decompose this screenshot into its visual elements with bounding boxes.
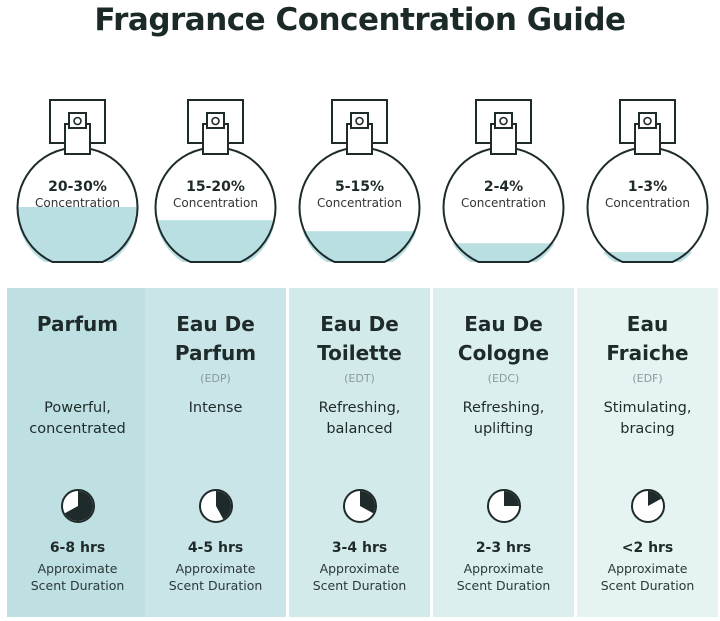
scent-duration: 6-8 hrs [49, 540, 106, 556]
scent-duration: 2-3 hrs [475, 540, 532, 556]
concentration-label: Concentration [605, 196, 690, 210]
fragrance-abbreviation: (EDP) [200, 372, 231, 385]
clock-duration-wedge [504, 491, 519, 506]
bottle-liquid [155, 220, 276, 262]
concentration-percent: 2-4% [484, 179, 523, 195]
perfume-bottle-icon: 2-4% Concentration [442, 99, 565, 263]
fragrance-abbreviation: (EDT) [344, 372, 375, 385]
perfume-bottle-icon: 15-20% Concentration [154, 99, 277, 263]
duration-caption: Approximate Scent Duration [456, 561, 551, 593]
clock-icon [61, 489, 95, 523]
info-panel: Eau De Parfum (EDP) Intense 4-5 hrs Appro… [145, 288, 286, 617]
fragrance-column: 1-3% Concentration Eau Fraiche (EDF) Stim… [577, 90, 718, 617]
fragrance-name: Eau Fraiche [606, 312, 689, 365]
fragrance-abbreviation: (EDC) [487, 372, 520, 385]
info-panel: Eau Fraiche (EDF) Stimulating, bracing <2 … [577, 288, 718, 617]
scent-duration: 3-4 hrs [331, 540, 388, 556]
concentration-percent: 15-20% [186, 179, 245, 195]
duration-caption: Approximate Scent Duration [30, 561, 125, 593]
fragrance-abbreviation: (EDF) [632, 372, 663, 385]
fragrance-name: Eau De Parfum [174, 312, 257, 365]
fragrance-description: Stimulating, bracing [603, 400, 692, 437]
clock-duration-wedge [216, 491, 231, 520]
perfume-bottle-icon: 5-15% Concentration [298, 99, 421, 263]
fragrance-column: 15-20% Concentration Eau De Parfum (EDP) … [145, 90, 286, 617]
bottle-liquid [17, 207, 138, 262]
duration-caption: Approximate Scent Duration [600, 561, 695, 593]
concentration-percent: 5-15% [335, 179, 384, 195]
scent-duration: 4-5 hrs [187, 540, 244, 556]
clock-duration-wedge [648, 491, 662, 506]
duration-caption: Approximate Scent Duration [312, 561, 407, 593]
info-panel: Parfum Powerful, concentrated 6-8 hrs App… [7, 288, 148, 617]
fragrance-name: Parfum [36, 312, 119, 336]
page-title: Fragrance Concentration Guide [94, 2, 626, 38]
concentration-percent: 1-3% [628, 179, 667, 195]
concentration-label: Concentration [461, 196, 546, 210]
clock-duration-wedge [64, 491, 93, 521]
info-panel: Eau De Cologne (EDC) Refreshing, uplifting… [433, 288, 574, 617]
clock-icon [487, 489, 521, 523]
fragrance-name: Eau De Toilette [317, 312, 402, 365]
clock-icon [199, 489, 233, 523]
fragrance-description: Refreshing, uplifting [462, 400, 545, 437]
info-panel: Eau De Toilette (EDT) Refreshing, balanced… [289, 288, 430, 617]
fragrance-column: 5-15% Concentration Eau De Toilette (EDT)… [289, 90, 430, 617]
perfume-bottle-icon: 1-3% Concentration [586, 99, 709, 263]
scent-duration: <2 hrs [621, 540, 674, 556]
duration-caption: Approximate Scent Duration [168, 561, 263, 593]
fragrance-column: 20-30% Concentration Parfum Powerful, con… [7, 90, 148, 617]
fragrance-description: Powerful, concentrated [29, 400, 126, 437]
fragrance-column: 2-4% Concentration Eau De Cologne (EDC) R… [433, 90, 574, 617]
bottle-liquid [299, 231, 420, 262]
fragrance-description: Refreshing, balanced [318, 400, 401, 437]
concentration-label: Concentration [35, 196, 120, 210]
clock-icon [631, 489, 665, 523]
concentration-label: Concentration [317, 196, 402, 210]
fragrance-name: Eau De Cologne [457, 312, 550, 365]
concentration-label: Concentration [173, 196, 258, 210]
clock-duration-wedge [360, 491, 375, 514]
concentration-percent: 20-30% [48, 179, 107, 195]
perfume-bottle-icon: 20-30% Concentration [16, 99, 139, 263]
bottle-liquid [587, 252, 708, 262]
bottle-liquid [443, 243, 564, 262]
clock-icon [343, 489, 377, 523]
fragrance-description: Intense [188, 400, 243, 416]
